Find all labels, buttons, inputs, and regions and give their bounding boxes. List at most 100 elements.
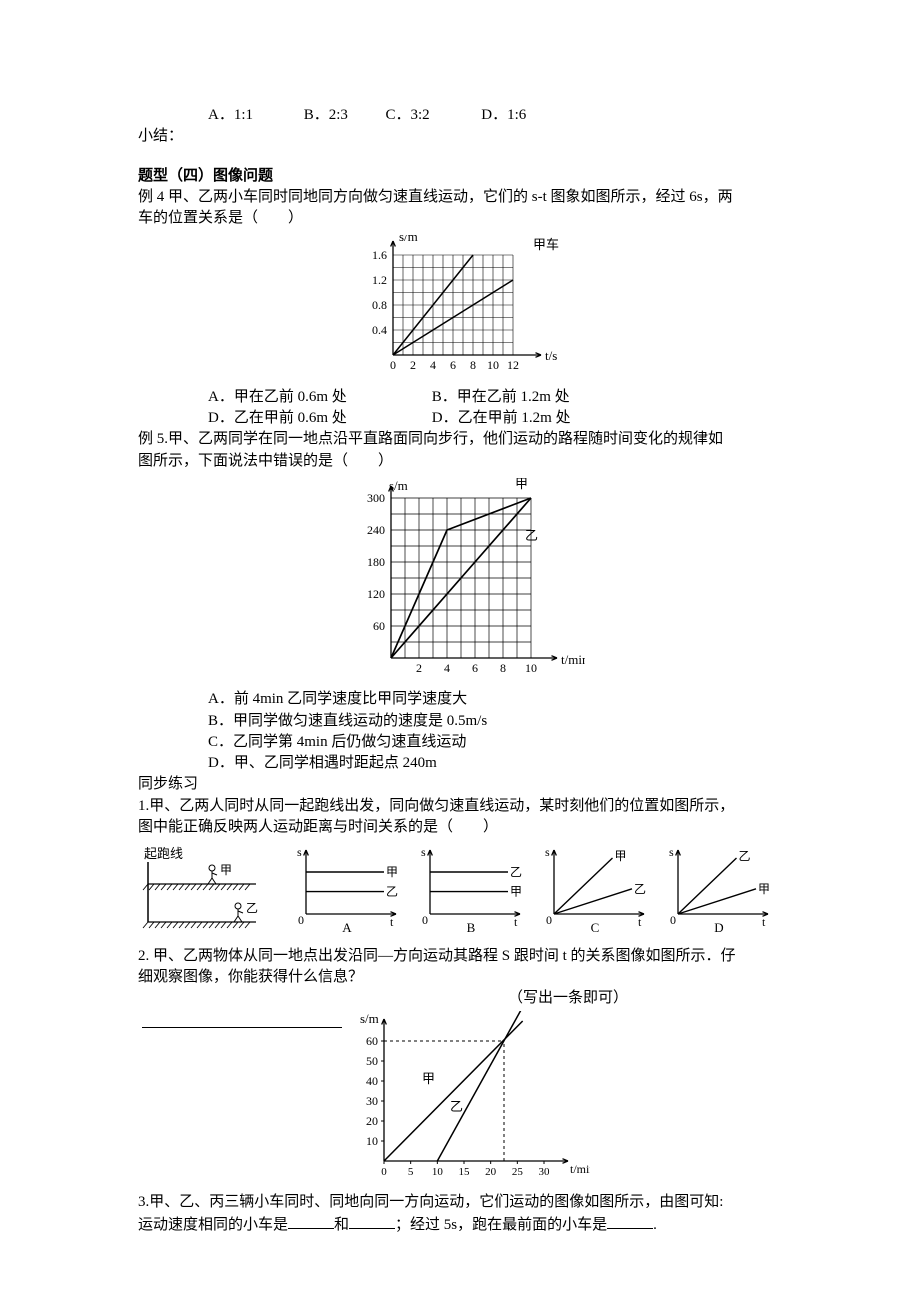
svg-text:240: 240: [367, 523, 385, 537]
q3-line1: 3.甲、乙、丙三辆小车同时、同地向同一方向运动，它们运动的图像如图所示，由图可知…: [138, 1192, 782, 1213]
svg-text:4: 4: [444, 661, 450, 675]
ex4-answers-row2: D．乙在甲前 0.6m 处 D．乙在甲前 1.2m 处: [138, 408, 782, 429]
ex4-c: D．乙在甲前 0.6m 处: [208, 408, 428, 429]
svg-text:120: 120: [367, 587, 385, 601]
svg-text:D: D: [714, 920, 723, 934]
svg-text:6: 6: [450, 358, 456, 372]
svg-text:s/m: s/m: [399, 235, 418, 244]
svg-text:40: 40: [366, 1074, 378, 1088]
svg-text:t/s: t/s: [545, 348, 557, 363]
svg-text:t: t: [762, 915, 766, 929]
svg-text:B: B: [467, 920, 476, 934]
svg-text:s/m: s/m: [360, 1011, 379, 1026]
q3-l2c: ；经过 5s，跑在最前面的小车是: [395, 1217, 607, 1233]
ex3-options: A．1:1 B．2:3 C．3:2 D．1:6: [138, 105, 782, 126]
svg-text:乙: 乙: [634, 882, 646, 896]
svg-text:8: 8: [500, 661, 506, 675]
svg-text:10: 10: [432, 1166, 444, 1178]
svg-text:10: 10: [366, 1134, 378, 1148]
svg-text:180: 180: [367, 555, 385, 569]
svg-text:t: t: [390, 915, 394, 929]
svg-text:A: A: [342, 920, 352, 934]
svg-text:甲: 甲: [386, 865, 398, 879]
svg-text:15: 15: [459, 1166, 471, 1178]
q1-line2: 图中能正确反映两人运动距离与时间关系的是（ ）: [138, 817, 782, 838]
svg-text:25: 25: [512, 1166, 524, 1178]
opt-c: C．3:2: [386, 105, 478, 126]
svg-text:20: 20: [485, 1166, 497, 1178]
svg-text:20: 20: [366, 1114, 378, 1128]
q1-line1: 1.甲、乙两人同时从同一起跑线出发，同向做匀速直线运动，某时刻他们的位置如图所示…: [138, 796, 782, 817]
ex5-line1: 例 5.甲、乙两同学在同一地点沿平直路面同向步行，他们运动的路程随时间变化的规律…: [138, 429, 782, 450]
svg-text:1.6: 1.6: [372, 248, 387, 262]
svg-text:1.2: 1.2: [372, 273, 387, 287]
opt-b: B．2:3: [304, 105, 382, 126]
sync-label: 同步练习: [138, 774, 782, 795]
svg-text:2: 2: [416, 661, 422, 675]
page: A．1:1 B．2:3 C．3:2 D．1:6 小结： 题型（四）图像问题 例 …: [0, 0, 920, 1302]
svg-text:s: s: [669, 845, 674, 859]
ex4-chart: 0.40.81.21.6s/m024681012t/s甲车乙车: [138, 235, 782, 382]
q2-line1: 2. 甲、乙两物体从同一地点出发沿同—方向运动其路程 S 跟时间 t 的关系图像…: [138, 946, 782, 967]
q3-l2a: 运动速度相同的小车是: [138, 1217, 288, 1233]
svg-text:甲: 甲: [615, 849, 627, 863]
svg-text:50: 50: [366, 1054, 378, 1068]
svg-text:s: s: [297, 845, 302, 859]
svg-text:10: 10: [487, 358, 499, 372]
ex4-line1: 例 4 甲、乙两小车同时同地同方向做匀速直线运动，它们的 s-t 图象如图所示，…: [138, 187, 782, 208]
q1-figure: 起跑线甲乙s0t甲乙As0t乙甲Bs0t甲乙Cs0t乙甲D: [138, 844, 782, 941]
ex5-b: B．甲同学做匀速直线运动的速度是 0.5m/s: [138, 711, 782, 732]
svg-text:60: 60: [366, 1034, 378, 1048]
ex4-a: A．甲在乙前 0.6m 处: [208, 387, 428, 408]
svg-text:12: 12: [507, 358, 519, 372]
svg-text:4: 4: [430, 358, 436, 372]
spacer: [138, 148, 782, 166]
svg-text:t/min: t/min: [570, 1162, 590, 1176]
opt-d: D．1:6: [481, 105, 526, 126]
q3-blank2: [349, 1213, 395, 1229]
svg-text:乙: 乙: [450, 1099, 463, 1114]
svg-text:t: t: [638, 915, 642, 929]
svg-text:乙: 乙: [386, 885, 398, 899]
svg-text:乙: 乙: [246, 901, 258, 915]
opt-a: A．1:1: [208, 105, 300, 126]
svg-text:甲: 甲: [758, 882, 770, 896]
q3-blank1: [288, 1213, 334, 1229]
ex4-answers-row1: A．甲在乙前 0.6m 处 B．甲在乙前 1.2m 处: [138, 387, 782, 408]
svg-text:甲: 甲: [220, 863, 232, 877]
q2-chart: 102030405060s/m051015202530t/min甲乙: [138, 1011, 782, 1188]
svg-text:0: 0: [298, 913, 304, 927]
svg-text:乙: 乙: [739, 849, 751, 863]
ex5-d: D．甲、乙同学相遇时距起点 240m: [138, 753, 782, 774]
svg-text:60: 60: [373, 619, 385, 633]
ex5-a: A．前 4min 乙同学速度比甲同学速度大: [138, 689, 782, 710]
q3-line2: 运动速度相同的小车是和；经过 5s，跑在最前面的小车是.: [138, 1213, 782, 1236]
ex4-line2: 车的位置关系是（ ）: [138, 208, 782, 229]
svg-text:8: 8: [470, 358, 476, 372]
svg-text:300: 300: [367, 491, 385, 505]
q2-hint: （写出一条即可）: [508, 988, 782, 1009]
svg-text:C: C: [591, 920, 600, 934]
svg-text:30: 30: [366, 1094, 378, 1108]
svg-text:10: 10: [525, 661, 537, 675]
section-title: 题型（四）图像问题: [138, 166, 782, 187]
q3-blank3: [607, 1213, 653, 1229]
summary-label: 小结：: [138, 126, 782, 147]
svg-text:起跑线: 起跑线: [144, 846, 183, 861]
svg-text:乙: 乙: [525, 528, 538, 543]
q3-l2b: 和: [334, 1217, 349, 1233]
ex5-line2: 图所示，下面说法中错误的是（ ）: [138, 451, 782, 472]
svg-text:0: 0: [390, 358, 396, 372]
svg-text:s/m: s/m: [389, 478, 408, 493]
svg-text:甲: 甲: [510, 885, 522, 899]
svg-text:2: 2: [410, 358, 416, 372]
ex4-d: D．乙在甲前 1.2m 处: [432, 408, 652, 429]
svg-text:乙: 乙: [510, 865, 522, 879]
ex4-b: B．甲在乙前 1.2m 处: [432, 387, 652, 408]
svg-text:t/min: t/min: [561, 652, 585, 667]
svg-text:0: 0: [422, 913, 428, 927]
svg-text:0: 0: [381, 1166, 387, 1178]
q2-line2: 细观察图像，你能获得什么信息？: [138, 967, 782, 988]
svg-text:0.8: 0.8: [372, 298, 387, 312]
ex5-c: C．乙同学第 4min 后仍做匀速直线运动: [138, 732, 782, 753]
